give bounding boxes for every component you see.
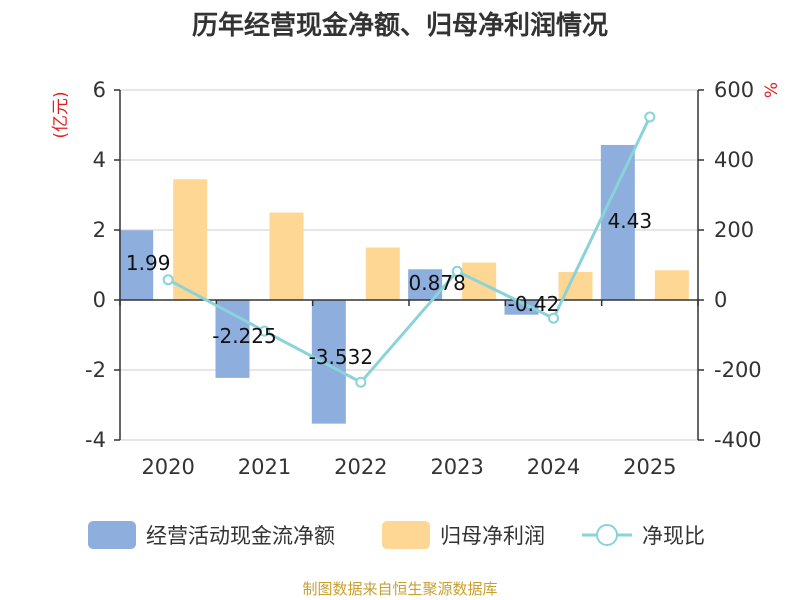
y-right-unit-label: %: [762, 82, 782, 98]
bar-profit-2020: [173, 179, 208, 300]
data-label-cashflow-2022: -3.532: [309, 345, 373, 369]
bar-cashflow-2024: [504, 300, 539, 315]
legend-swatch-0: [88, 521, 136, 549]
chart-title: 历年经营现金净额、归母净利润情况: [192, 10, 608, 41]
data-label-cashflow-2024: -0.42: [508, 292, 560, 316]
bar-cashflow-2025: [600, 144, 635, 300]
y-left-unit-label: (亿元): [51, 91, 71, 138]
line-layer: [162, 111, 656, 388]
y-right-tick-label: 600: [714, 78, 754, 102]
y-left-tick-label: 4: [93, 148, 106, 172]
bar-layer: [119, 144, 689, 424]
point-net-cash-ratio-2024: [548, 312, 559, 324]
legend-label-2: 净现比: [642, 524, 705, 548]
axis-layer: -4 -2 0 2 4 6 -400 -200 0 200 400 600 (亿元)% 2020 2021 2…: [51, 78, 782, 479]
data-label-cashflow-2020: 1.99: [126, 251, 171, 275]
data-label-cashflow-2025: 4.43: [608, 209, 653, 233]
bar-profit-2022: [365, 247, 400, 300]
line-net-cash-ratio: [167, 116, 652, 385]
point-net-cash-ratio-2025: [644, 111, 656, 123]
bar-profit-2021: [269, 212, 304, 300]
legend-swatch-marker: [596, 524, 618, 546]
y-left-tick-label: 0: [93, 288, 106, 312]
data-label-cashflow-2023: 0.878: [409, 271, 466, 295]
x-tick-label: 2021: [238, 455, 291, 479]
legend-label-0: 经营活动现金流净额: [146, 524, 335, 548]
x-tick-label: 2020: [141, 455, 194, 479]
y-left-tick-label: 6: [93, 78, 106, 102]
x-tick-label: 2022: [334, 455, 387, 479]
legend-swatch-1: [382, 521, 430, 549]
data-label-cashflow-2021: -2.225: [212, 324, 276, 348]
point-net-cash-ratio-2022: [355, 376, 367, 388]
x-tick-label: 2025: [623, 455, 676, 479]
bar-cashflow-2020: [119, 230, 154, 300]
bar-profit-2025: [654, 270, 689, 300]
point-net-cash-ratio-2023: [451, 265, 463, 277]
y-left-tick-label: 2: [93, 218, 106, 242]
y-right-tick-label: -200: [714, 358, 762, 382]
y-right-tick-label: 200: [714, 218, 754, 242]
x-tick-label: 2023: [430, 455, 483, 479]
bar-cashflow-2022: [311, 300, 346, 424]
y-left-tick-label: -2: [85, 358, 106, 382]
x-tick-label: 2024: [527, 455, 580, 479]
y-left-tick-label: -4: [85, 428, 106, 452]
label-layer: 1.99 -2.225 -3.532 0.878 -0.42 4.43: [126, 209, 652, 369]
point-net-cash-ratio-2020: [162, 274, 174, 286]
y-right-tick-label: 400: [714, 148, 754, 172]
legend: 经营活动现金流净额 归母净利润 净现比: [88, 521, 705, 549]
point-net-cash-ratio-2021: [259, 325, 270, 337]
source-note: 制图数据来自恒生聚源数据库: [302, 580, 497, 598]
legend-label-1: 归母净利润: [440, 524, 545, 548]
y-right-tick-label: 0: [714, 288, 727, 312]
y-right-tick-label: -400: [714, 428, 762, 452]
